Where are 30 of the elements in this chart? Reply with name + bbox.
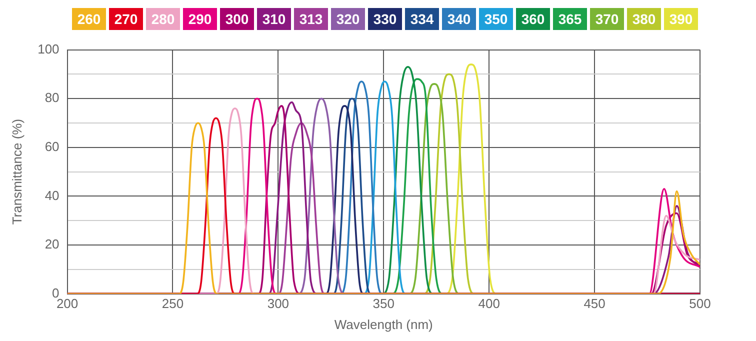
y-tick-label: 60 bbox=[44, 138, 60, 154]
text: 334 bbox=[405, 8, 439, 30]
text: 350 bbox=[479, 8, 513, 30]
y-tick-label: 20 bbox=[44, 236, 60, 252]
text: 310 bbox=[257, 8, 291, 30]
x-tick-label: 450 bbox=[584, 296, 606, 312]
x-axis-title: Wavelength (nm) bbox=[334, 316, 433, 332]
text: 360 bbox=[516, 8, 550, 30]
text: 320 bbox=[331, 8, 365, 30]
y-tick-label: 40 bbox=[44, 188, 60, 203]
text: 340 bbox=[442, 8, 476, 30]
x-tick-label: 400 bbox=[478, 296, 500, 312]
x-tick-label: 350 bbox=[372, 296, 394, 312]
text: 290 bbox=[183, 8, 217, 30]
x-tick-label: 500 bbox=[689, 296, 711, 312]
text: 365 bbox=[553, 8, 587, 30]
text: 330 bbox=[368, 8, 402, 30]
x-tick-label: 250 bbox=[162, 296, 184, 312]
text: 313 bbox=[294, 8, 328, 30]
text: 370 bbox=[590, 8, 624, 30]
x-tick-label: 300 bbox=[267, 296, 290, 312]
y-axis-title: Transmittance (%) bbox=[9, 118, 24, 225]
text: 280 bbox=[146, 8, 180, 30]
text: 390 bbox=[664, 8, 698, 30]
text: 380 bbox=[627, 8, 661, 30]
y-tick-label: 80 bbox=[44, 90, 60, 106]
text: 300 bbox=[220, 8, 254, 30]
y-tick-label: 100 bbox=[38, 41, 60, 56]
text: 270 bbox=[109, 8, 143, 30]
text: 260 bbox=[72, 8, 106, 30]
